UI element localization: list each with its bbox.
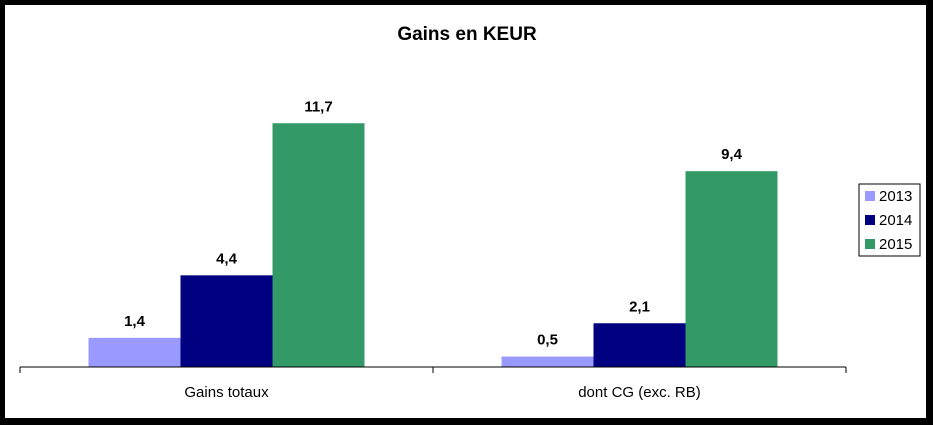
bar-2015-0	[272, 123, 365, 367]
bar-2013-1	[501, 356, 594, 367]
legend-label-2013: 2013	[879, 188, 912, 205]
bars-group	[88, 123, 778, 367]
data-labels-group: 1,4 4,4 11,7 0,5 2,1 9,4	[124, 98, 743, 348]
legend-label-2015: 2015	[879, 236, 912, 253]
legend-swatch-2015	[865, 239, 875, 249]
bar-2014-1	[593, 323, 686, 367]
data-label-2013-1: 0,5	[537, 332, 558, 349]
category-label-1: dont CG (exc. RB)	[578, 384, 701, 401]
legend-swatch-2013	[865, 191, 875, 201]
bar-chart: Gains en KEUR 1,4 4,4 11,7 0,5 2,1 9,4 Gains …	[19, 24, 921, 401]
bar-2015-1	[685, 171, 778, 367]
data-label-2014-1: 2,1	[629, 298, 650, 315]
legend-swatch-2014	[865, 215, 875, 225]
data-label-2013-0: 1,4	[124, 313, 146, 330]
data-label-2015-1: 9,4	[721, 146, 743, 163]
x-axis: Gains totaux dont CG (exc. RB)	[19, 366, 847, 401]
data-label-2015-0: 11,7	[304, 98, 332, 115]
legend-label-2014: 2014	[879, 212, 912, 229]
chart-frame: Gains en KEUR 1,4 4,4 11,7 0,5 2,1 9,4 Gains …	[4, 4, 927, 419]
legend: 2013 2014 2015	[858, 183, 921, 257]
category-label-0: Gains totaux	[184, 384, 269, 401]
data-label-2014-0: 4,4	[216, 250, 238, 267]
bar-2013-0	[88, 337, 181, 367]
bar-2014-0	[180, 275, 273, 367]
chart-title: Gains en KEUR	[397, 24, 537, 45]
